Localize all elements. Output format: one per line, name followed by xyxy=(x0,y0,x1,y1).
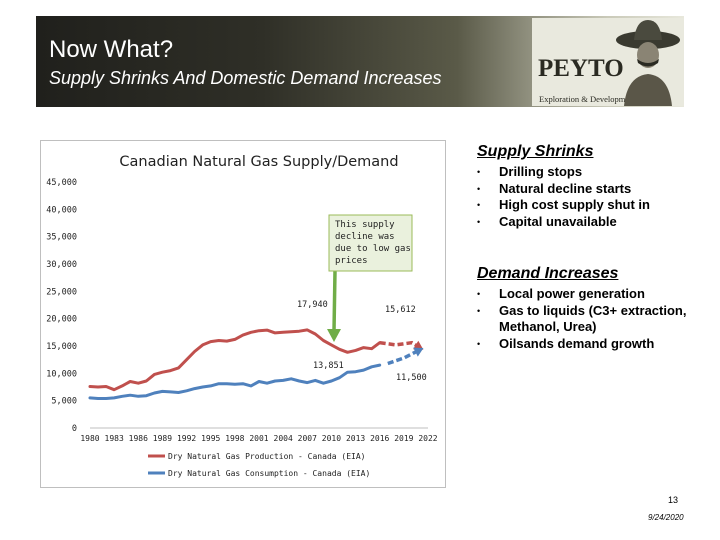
demand-heading: Demand Increases xyxy=(477,265,619,282)
slide-date: 9/24/2020 xyxy=(648,513,684,522)
supply-bullet-3: Capital unavailable xyxy=(477,214,697,231)
x-tick-label: 2004 xyxy=(274,434,293,443)
y-tick-label: 20,000 xyxy=(46,315,77,325)
chart-frame: Canadian Natural Gas Supply/Demand 0 5,00… xyxy=(40,140,446,488)
legend-consumption-label: Dry Natural Gas Consumption - Canada (EI… xyxy=(168,469,370,478)
demand-bullets: Local power generationGas to liquids (C3… xyxy=(477,286,692,352)
supply-bullet-2: High cost supply shut in xyxy=(477,197,697,214)
consumption-projection xyxy=(387,348,421,366)
y-tick-label: 25,000 xyxy=(46,287,77,297)
legend: Dry Natural Gas Production - Canada (EIA… xyxy=(148,452,370,478)
x-tick-label: 2001 xyxy=(249,434,268,443)
callout-box xyxy=(328,214,413,272)
logo-name: PEYTO xyxy=(538,55,624,82)
production-arrow-icon xyxy=(413,340,424,350)
supply-demand-chart: Canadian Natural Gas Supply/Demand 0 5,00… xyxy=(46,154,438,478)
x-tick-label: 1995 xyxy=(201,434,220,443)
x-tick-label: 2019 xyxy=(394,434,413,443)
production-projection xyxy=(379,340,421,350)
supply-bullets: Drilling stopsNatural decline startsHigh… xyxy=(477,164,697,230)
x-tick-label: 2022 xyxy=(418,434,437,443)
callout-text: This supply decline was due to low gas p… xyxy=(335,220,416,266)
x-tick-label: 2007 xyxy=(298,434,317,443)
callout-arrow xyxy=(332,270,337,332)
x-tick-label: 1992 xyxy=(177,434,196,443)
cowboy-portrait-icon xyxy=(616,20,680,106)
y-tick-label: 30,000 xyxy=(46,260,77,270)
chart-title: Canadian Natural Gas Supply/Demand xyxy=(119,154,398,170)
logo-tagline: Exploration & Development Corp. xyxy=(539,94,657,104)
page-number: 13 xyxy=(668,495,679,505)
demand-bullet-2: Oilsands demand growth xyxy=(477,336,692,353)
supply-heading: Supply Shrinks xyxy=(477,143,594,160)
y-tick-label: 40,000 xyxy=(46,205,77,215)
callout-arrowhead-icon xyxy=(327,329,341,342)
consumption-line xyxy=(88,363,382,400)
y-tick-label: 0 xyxy=(72,424,77,434)
consumption-arrow-icon xyxy=(413,347,424,357)
x-tick-label: 2013 xyxy=(346,434,365,443)
production-line xyxy=(88,328,382,392)
supply-bullet-1: Natural decline starts xyxy=(477,181,697,198)
slide-subtitle: Supply Shrinks And Domestic Demand Incre… xyxy=(49,68,442,88)
latest-production-label: 15,612 xyxy=(385,305,416,315)
slide-title: Now What? xyxy=(49,36,174,63)
legend-production-label: Dry Natural Gas Production - Canada (EIA… xyxy=(168,452,365,461)
y-tick-label: 5,000 xyxy=(51,397,77,407)
y-tick-label: 45,000 xyxy=(46,178,77,188)
x-tick-label: 1980 xyxy=(80,434,99,443)
x-tick-label: 1998 xyxy=(225,434,244,443)
supply-bullet-0: Drilling stops xyxy=(477,164,697,181)
peak-label: 17,940 xyxy=(297,300,328,310)
peyto-logo: PEYTO Exploration & Development Corp. xyxy=(532,18,684,106)
x-tick-label: 2016 xyxy=(370,434,389,443)
x-tick-label: 1986 xyxy=(129,434,148,443)
trough-label: 13,851 xyxy=(313,361,344,371)
y-tick-label: 35,000 xyxy=(46,233,77,243)
x-tick-label: 2010 xyxy=(322,434,341,443)
x-tick-label: 1989 xyxy=(153,434,172,443)
consumption-label: 11,500 xyxy=(396,373,427,383)
y-tick-label: 10,000 xyxy=(46,369,77,379)
x-tick-label: 1983 xyxy=(105,434,124,443)
y-tick-label: 15,000 xyxy=(46,342,77,352)
demand-bullet-1: Gas to liquids (C3+ extraction, Methanol… xyxy=(477,303,692,336)
demand-bullet-0: Local power generation xyxy=(477,286,692,303)
